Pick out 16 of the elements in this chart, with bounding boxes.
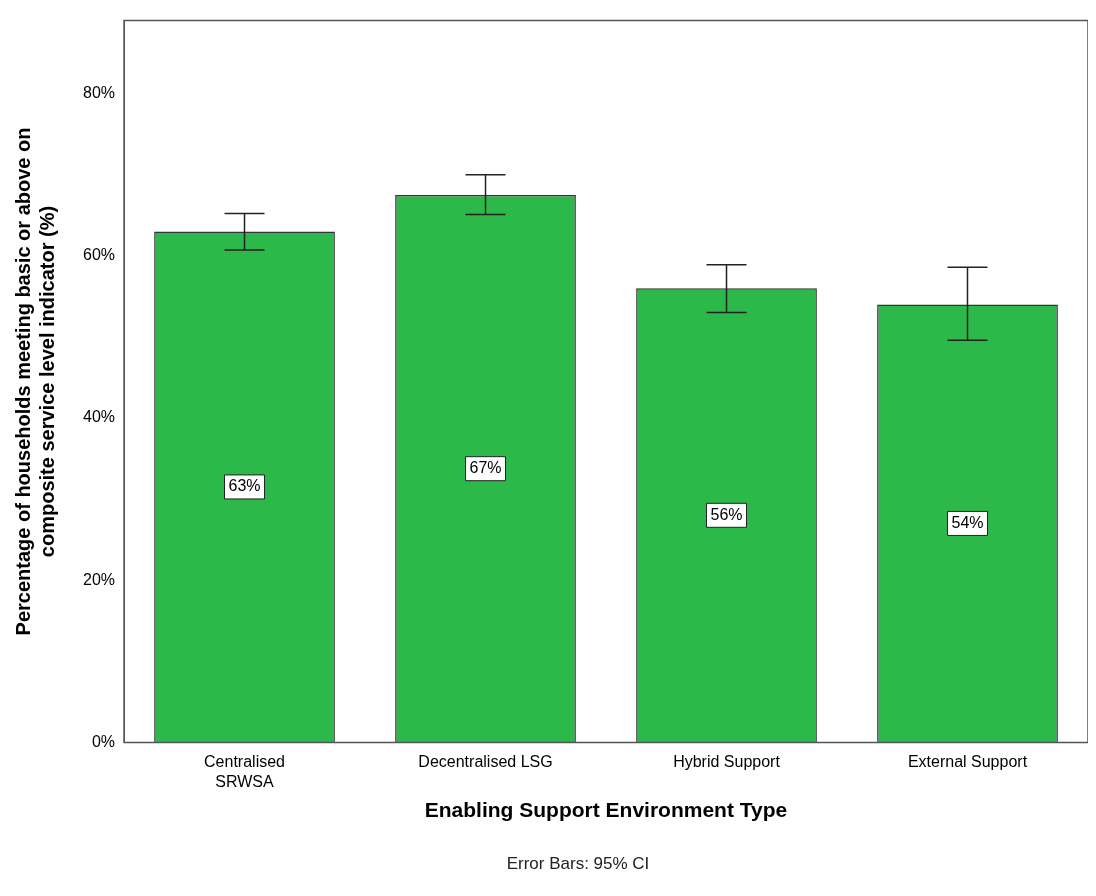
x-tick-label: External Support xyxy=(907,753,1028,771)
y-axis-title: Percentage of households meeting basic or above on composite service level indicator (%) xyxy=(11,127,58,636)
y-tick-label: 60% xyxy=(82,246,116,264)
y-tick-label: 80% xyxy=(82,84,116,101)
y-tick-label: 20% xyxy=(82,570,116,588)
x-tick-label: Decentralised LSG xyxy=(418,753,553,771)
data-label: 54% xyxy=(951,513,984,531)
data-label: 67% xyxy=(469,459,502,477)
x-tick-label: Centralised SRWSA xyxy=(204,753,285,790)
text: Error Bars: 95% CI xyxy=(505,854,651,874)
data-label: 56% xyxy=(710,505,743,523)
y-tick-label: 40% xyxy=(82,408,116,426)
y-tick-label: 0% xyxy=(91,732,116,750)
x-tick-label: Hybrid Support xyxy=(673,753,781,771)
x-axis-title: Enabling Support Environment Type xyxy=(424,798,788,822)
data-label: 63% xyxy=(228,477,261,495)
